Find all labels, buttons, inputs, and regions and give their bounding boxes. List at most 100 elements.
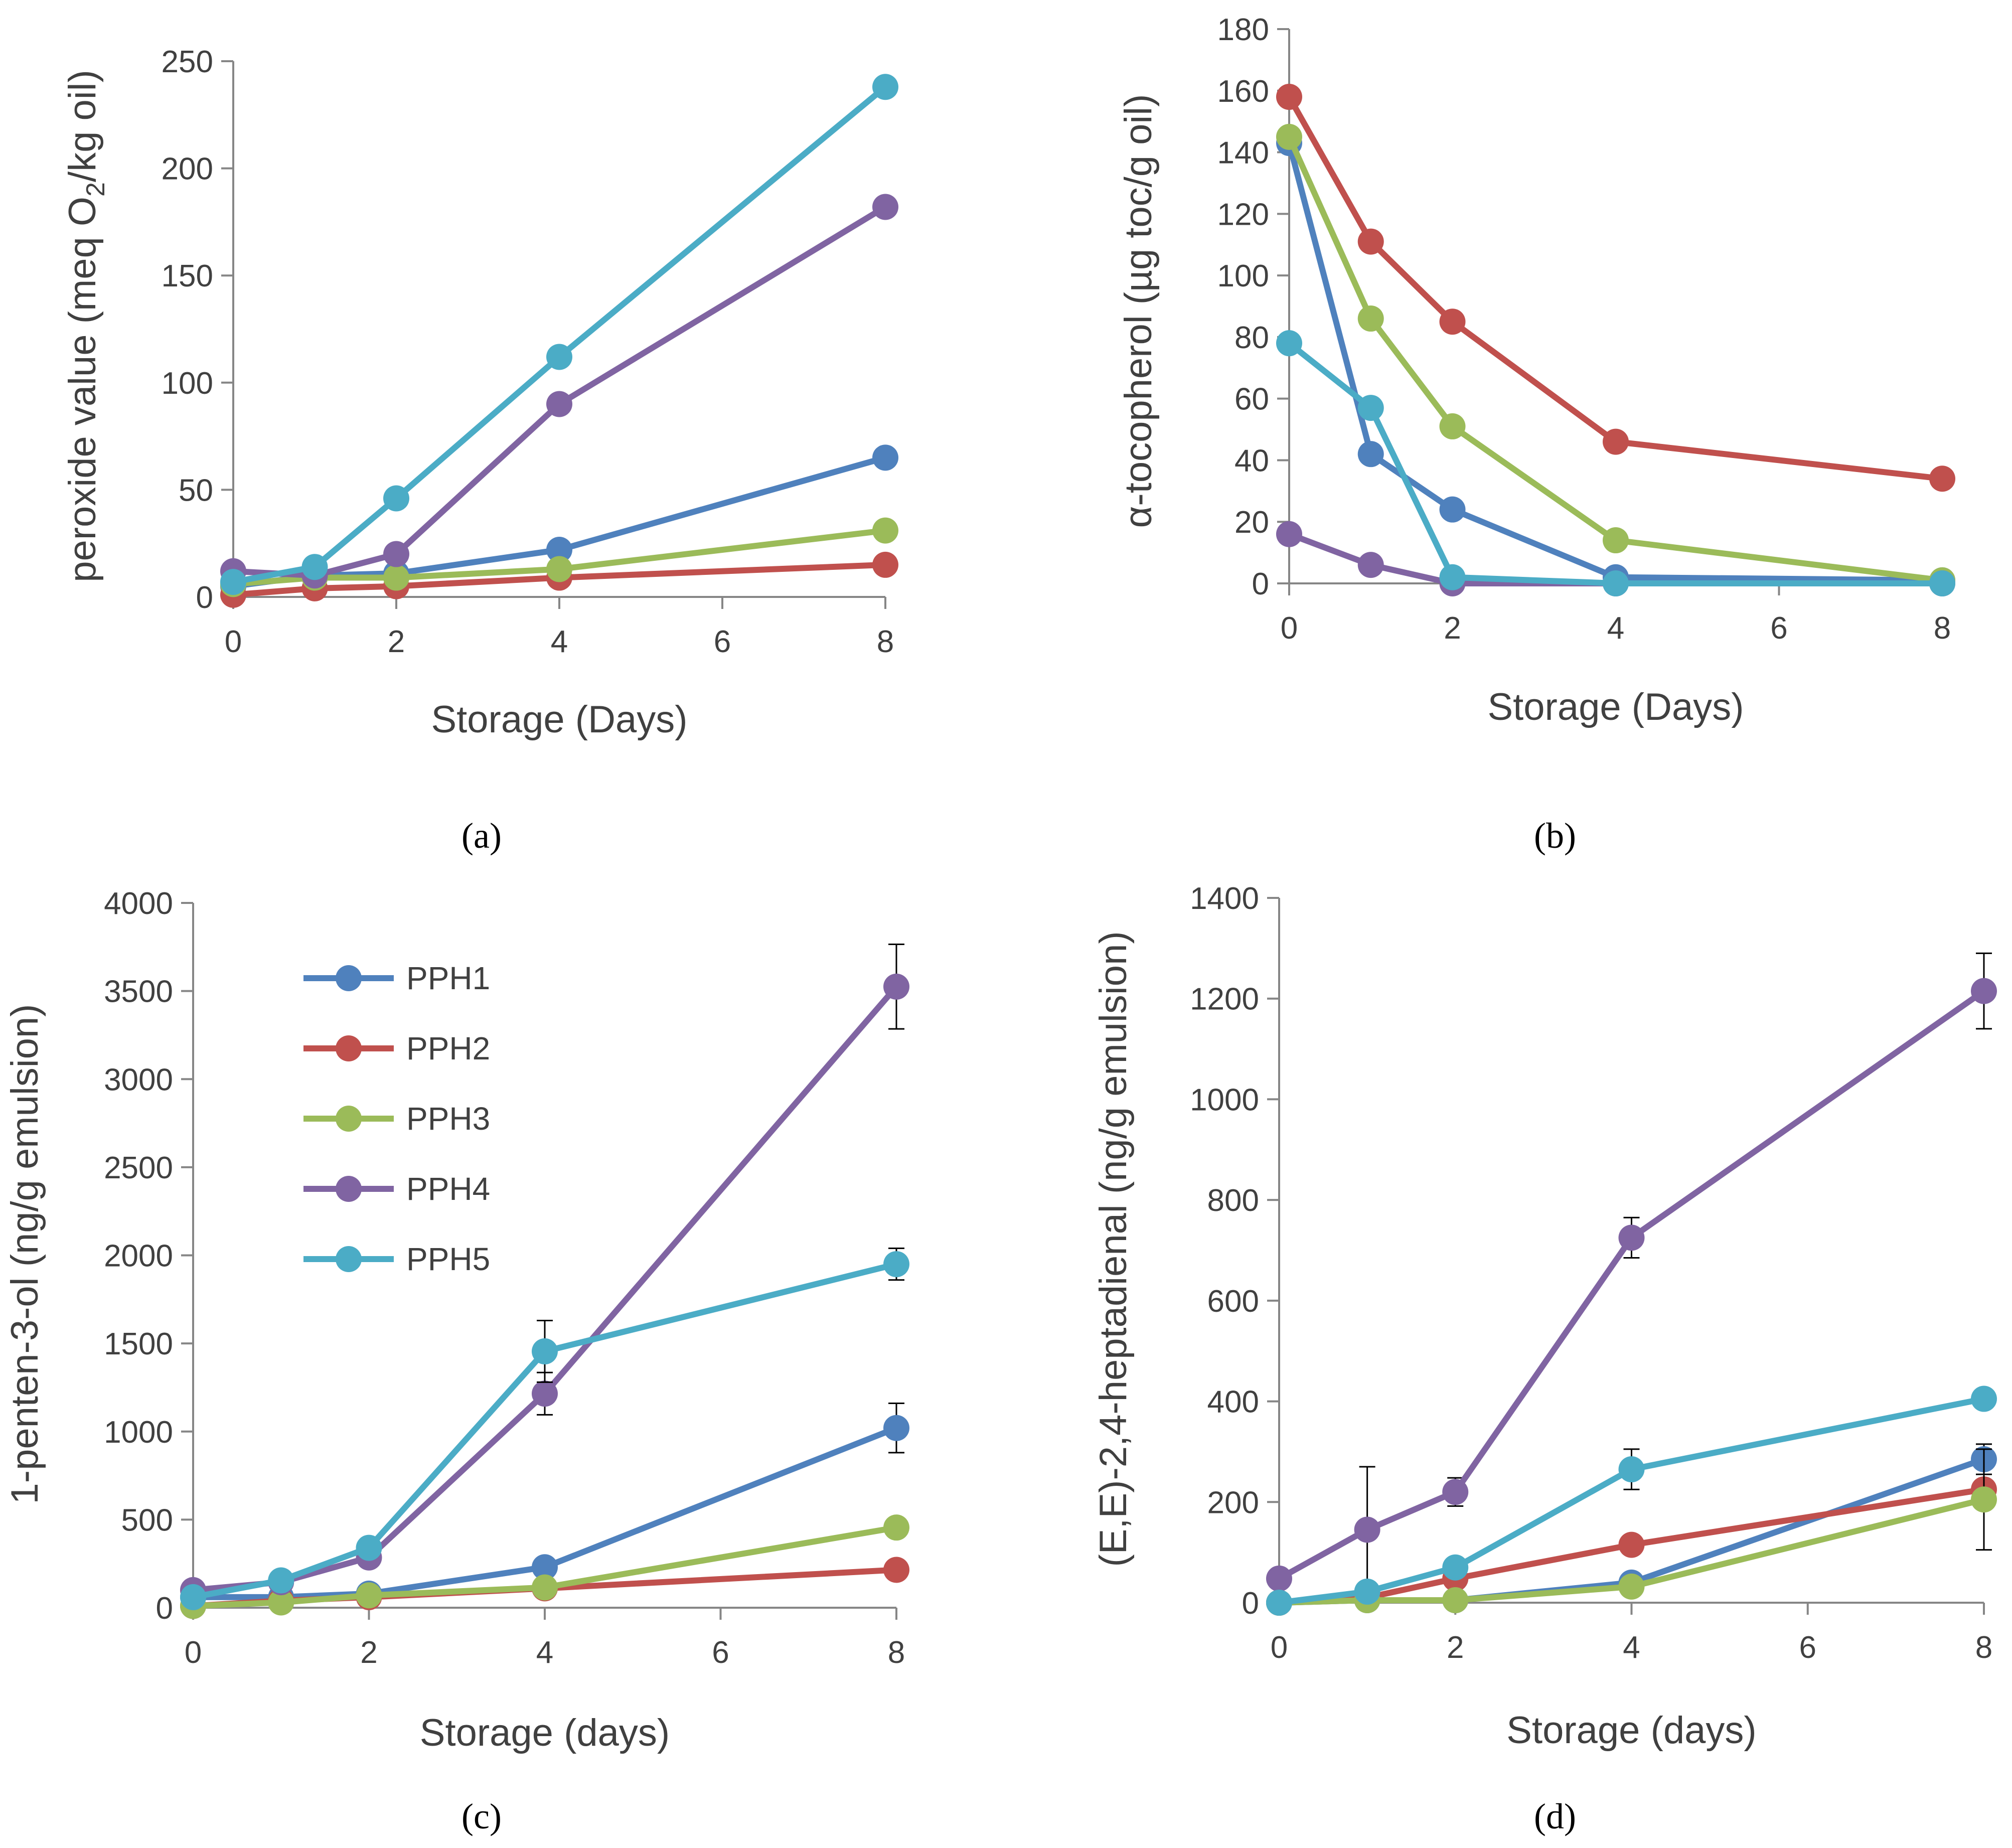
y-tick-label: 2500 (104, 1151, 173, 1185)
y-tick-label: 2000 (104, 1239, 173, 1274)
legend-label: PPH3 (406, 1101, 490, 1137)
data-point (1439, 564, 1466, 590)
series-line (1278, 988, 1986, 1582)
data-point (872, 444, 898, 471)
y-tick-label: 1400 (1190, 881, 1259, 916)
x-tick-label: 6 (712, 1635, 729, 1670)
y-tick-label: 200 (1207, 1485, 1259, 1520)
panel-d: 0 200 400 600 800 1000 1200 1400 0 2 4 6 8 Storage (d… (1092, 881, 1997, 1836)
x-tick-label: 8 (1934, 611, 1951, 646)
y-tick-label: 200 (162, 152, 213, 187)
x-tick-label: 2 (1447, 1630, 1464, 1665)
y-axis-title: 1-penten-3-ol (ng/g emulsion) (4, 1004, 46, 1504)
x-axis-title: Storage (Days) (1487, 686, 1744, 728)
y-tick-label: 150 (162, 259, 213, 293)
data-point (883, 1557, 909, 1583)
x-tick-label: 4 (551, 625, 568, 659)
x-tick-label: 8 (1975, 1630, 1992, 1665)
y-axis-title: (E,E)-2,4-heptadienal (ng/g emulsion) (1092, 931, 1135, 1567)
y-tick-label: 60 (1234, 382, 1269, 417)
data-point (532, 1574, 558, 1601)
data-point (356, 1582, 382, 1609)
series-line (232, 84, 887, 585)
data-point (1929, 570, 1955, 596)
panel-b: 0 20 40 60 80 100 120 140 160 180 0 2 4 6 8 Storage (Da… (1117, 13, 1955, 856)
series-pph4 (1266, 952, 1997, 1594)
x-tick-label: 4 (1607, 611, 1624, 646)
y-tick-label: 3000 (104, 1062, 173, 1097)
data-point (872, 517, 898, 544)
series-pph2 (1276, 84, 1955, 492)
data-point (180, 1584, 206, 1610)
data-point (1357, 228, 1384, 255)
data-point (1276, 84, 1302, 110)
data-point (546, 556, 572, 582)
data-point (1603, 570, 1629, 596)
data-point (356, 1534, 382, 1561)
series-pph5 (180, 1247, 909, 1610)
data-point (1603, 527, 1629, 554)
series-pph4 (220, 194, 898, 589)
x-tick-label: 2 (1444, 611, 1461, 646)
legend: PPH1 PPH2 PPH3 PPH4 PPH5 (303, 960, 490, 1277)
y-tick-label: 4000 (104, 886, 173, 921)
data-point (383, 485, 409, 512)
legend-label: PPH4 (406, 1171, 490, 1207)
data-point (1618, 1573, 1645, 1600)
x-tick-label: 6 (714, 625, 731, 659)
x-axis-title: Storage (Days) (431, 698, 687, 741)
series-pph1 (1276, 130, 1955, 593)
data-point (383, 564, 409, 591)
y-tick-label: 1000 (104, 1415, 173, 1450)
y-tick-label: 120 (1217, 197, 1269, 232)
data-point (546, 537, 572, 563)
x-tick-label: 8 (888, 1635, 905, 1670)
y-tick-label: 400 (1207, 1385, 1259, 1420)
x-tick-label: 6 (1770, 611, 1787, 646)
data-point (1357, 552, 1384, 578)
data-point (1357, 305, 1384, 332)
data-point (883, 1251, 909, 1278)
y-tick-label: 1500 (104, 1327, 173, 1361)
data-point (1442, 1587, 1469, 1613)
data-point (1266, 1565, 1292, 1592)
x-tick-label: 0 (1281, 611, 1298, 646)
x-tick-label: 8 (877, 625, 894, 659)
y-tick-label: 50 (179, 473, 213, 508)
panel-label: (b) (1534, 816, 1576, 856)
x-tick-label: 4 (536, 1635, 553, 1670)
data-point (1442, 1479, 1469, 1505)
x-tick-label: 6 (1799, 1630, 1816, 1665)
series-pph4 (180, 944, 909, 1603)
y-tick-label: 40 (1234, 443, 1269, 478)
series-line (1286, 135, 1943, 583)
y-tick-label: 0 (156, 1591, 173, 1626)
y-tick-label: 0 (1252, 567, 1269, 601)
data-point (872, 74, 898, 100)
data-point (532, 1554, 558, 1581)
y-tick-label: 100 (162, 366, 213, 401)
data-point (1442, 1554, 1469, 1581)
series-pph3 (1276, 123, 1955, 593)
legend-swatch-marker (336, 1106, 362, 1132)
y-tick-label: 800 (1207, 1183, 1259, 1218)
x-tick-label: 2 (360, 1635, 377, 1670)
x-axis-title: Storage (days) (420, 1712, 670, 1754)
y-tick-label: 1200 (1190, 982, 1259, 1017)
legend-label: PPH1 (406, 960, 490, 996)
data-point (872, 194, 898, 220)
x-tick-label: 2 (388, 625, 405, 659)
data-point (1439, 413, 1466, 439)
data-point (268, 1567, 294, 1594)
data-point (883, 973, 909, 1000)
data-point (220, 569, 246, 595)
data-point (1603, 428, 1629, 455)
data-point (532, 1380, 558, 1407)
legend-swatch-marker (336, 1035, 362, 1061)
series-pph5 (1276, 330, 1955, 596)
y-tick-label: 160 (1217, 74, 1269, 109)
series-line (1286, 95, 1943, 482)
data-point (883, 1415, 909, 1441)
legend-swatch-marker (336, 965, 362, 991)
